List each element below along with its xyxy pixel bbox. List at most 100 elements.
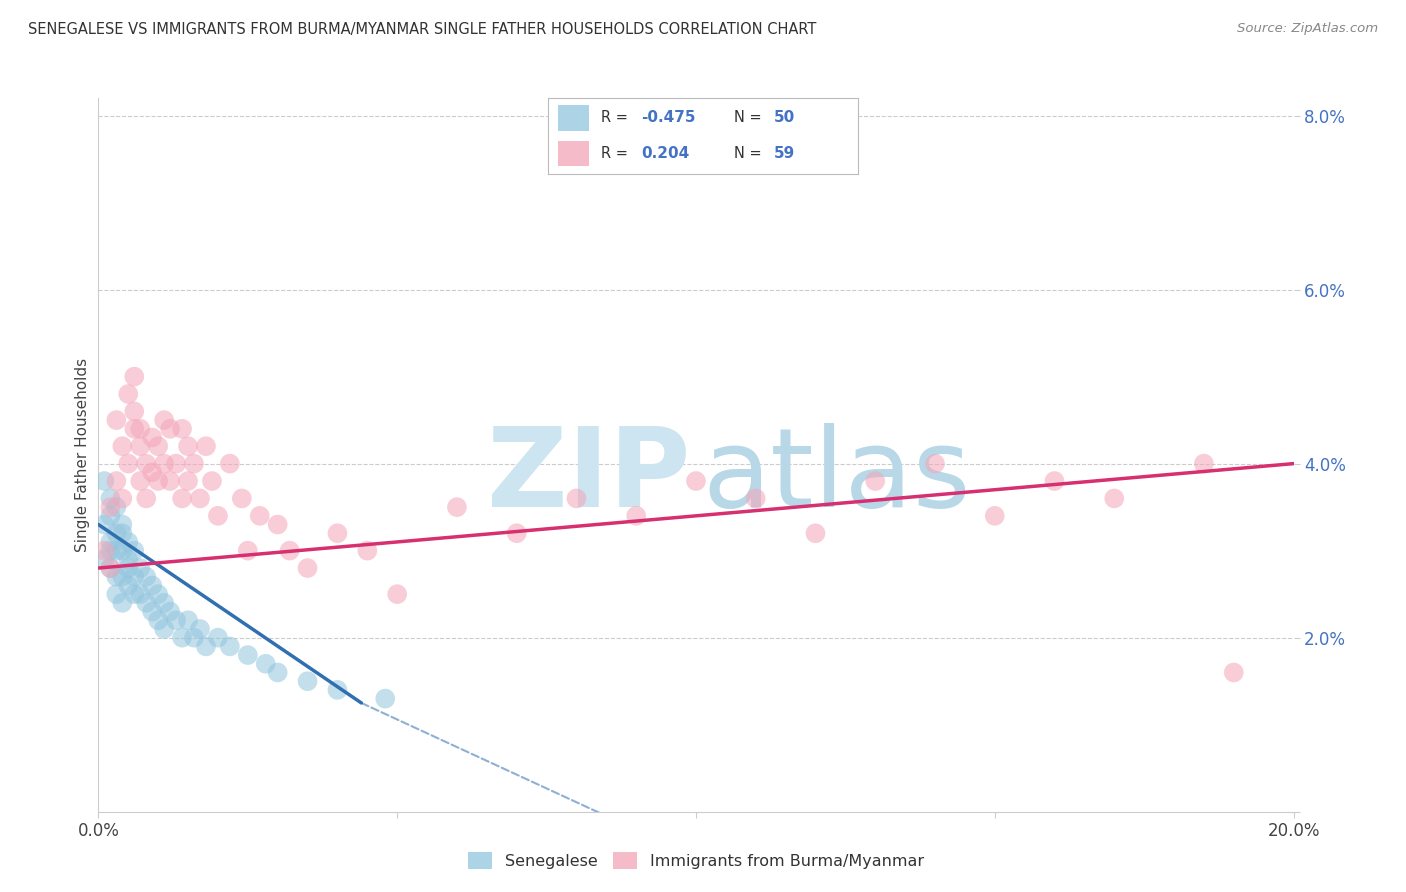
- Point: [177, 474, 200, 488]
- Point: [111, 526, 134, 541]
- Point: [159, 474, 181, 488]
- Point: [105, 587, 128, 601]
- Point: [219, 457, 242, 471]
- Bar: [558, 141, 589, 166]
- Text: atlas: atlas: [702, 423, 970, 530]
- Point: [105, 526, 128, 541]
- Point: [135, 491, 157, 506]
- Point: [1104, 491, 1126, 506]
- Point: [172, 631, 194, 645]
- Point: [148, 439, 170, 453]
- Point: [804, 526, 827, 541]
- Point: [105, 474, 128, 488]
- Point: [129, 587, 152, 601]
- Point: [153, 413, 176, 427]
- Point: [278, 543, 301, 558]
- Point: [117, 535, 139, 549]
- Text: 59: 59: [775, 146, 796, 161]
- Point: [326, 526, 349, 541]
- Text: R =: R =: [600, 110, 633, 125]
- Point: [159, 605, 181, 619]
- Point: [117, 578, 139, 592]
- Point: [129, 561, 152, 575]
- Text: ZIP: ZIP: [486, 423, 690, 530]
- Point: [236, 543, 259, 558]
- Point: [98, 543, 122, 558]
- Point: [177, 613, 200, 627]
- Point: [93, 474, 115, 488]
- Point: [148, 613, 170, 627]
- Point: [446, 500, 468, 515]
- Point: [135, 596, 157, 610]
- Point: [183, 457, 205, 471]
- Point: [194, 439, 218, 453]
- Text: R =: R =: [600, 146, 637, 161]
- Point: [117, 561, 139, 575]
- Point: [194, 640, 218, 654]
- Point: [201, 474, 224, 488]
- Point: [983, 508, 1005, 523]
- Point: [153, 457, 176, 471]
- Point: [98, 491, 122, 506]
- Point: [141, 578, 163, 592]
- Point: [924, 457, 946, 471]
- Point: [93, 552, 115, 566]
- Point: [374, 691, 396, 706]
- Point: [98, 561, 122, 575]
- Point: [172, 422, 194, 436]
- Point: [105, 500, 128, 515]
- Point: [624, 508, 647, 523]
- Point: [117, 552, 139, 566]
- Point: [249, 508, 271, 523]
- Point: [98, 561, 122, 575]
- Point: [111, 491, 134, 506]
- Point: [111, 543, 134, 558]
- Text: N =: N =: [734, 146, 766, 161]
- Point: [231, 491, 253, 506]
- Point: [188, 622, 211, 636]
- Point: [165, 457, 187, 471]
- Point: [236, 648, 259, 662]
- Point: [111, 596, 134, 610]
- Point: [124, 422, 146, 436]
- Point: [93, 517, 115, 532]
- Point: [219, 640, 242, 654]
- Point: [188, 491, 211, 506]
- Point: [685, 474, 707, 488]
- Text: 50: 50: [775, 110, 796, 125]
- Point: [124, 543, 146, 558]
- Point: [506, 526, 529, 541]
- Point: [141, 605, 163, 619]
- Point: [135, 570, 157, 584]
- Point: [124, 587, 146, 601]
- Point: [565, 491, 588, 506]
- Point: [297, 674, 319, 689]
- Text: 0.204: 0.204: [641, 146, 689, 161]
- Point: [254, 657, 277, 671]
- Point: [111, 517, 134, 532]
- Point: [1043, 474, 1066, 488]
- Point: [141, 466, 163, 480]
- Point: [153, 622, 176, 636]
- Point: [207, 508, 229, 523]
- Point: [117, 457, 139, 471]
- Point: [385, 587, 409, 601]
- Point: [124, 570, 146, 584]
- Text: N =: N =: [734, 110, 766, 125]
- Point: [267, 665, 290, 680]
- Point: [1192, 457, 1215, 471]
- Point: [865, 474, 887, 488]
- Point: [267, 517, 290, 532]
- Bar: [558, 105, 589, 131]
- Point: [129, 422, 152, 436]
- Point: [98, 508, 122, 523]
- Point: [105, 570, 128, 584]
- Point: [129, 474, 152, 488]
- Y-axis label: Single Father Households: Single Father Households: [75, 358, 90, 552]
- Text: SENEGALESE VS IMMIGRANTS FROM BURMA/MYANMAR SINGLE FATHER HOUSEHOLDS CORRELATION: SENEGALESE VS IMMIGRANTS FROM BURMA/MYAN…: [28, 22, 817, 37]
- Point: [93, 543, 115, 558]
- Point: [135, 457, 157, 471]
- Point: [111, 439, 134, 453]
- Point: [105, 543, 128, 558]
- Point: [124, 404, 146, 418]
